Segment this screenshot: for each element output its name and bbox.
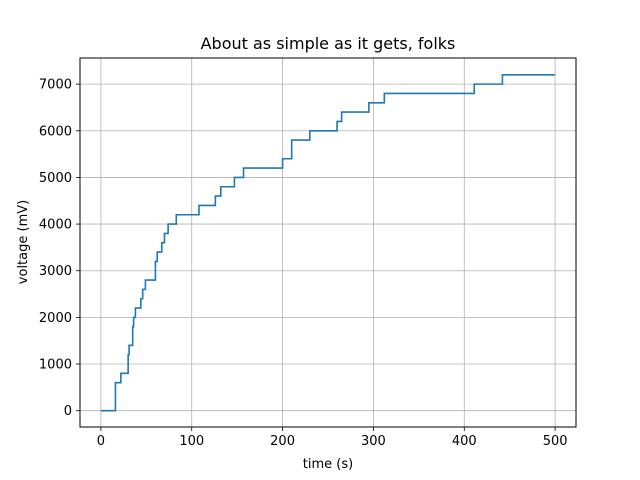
y-axis-label: voltage (mV) [16,200,31,284]
x-tick-label: 100 [179,434,204,449]
x-tick-label: 0 [97,434,105,449]
y-tick-label: 5000 [39,171,72,186]
plot-area-frame [79,57,577,428]
series-layer [100,73,556,412]
x-tick-label: 500 [543,434,568,449]
y-tick-label: 2000 [39,311,72,326]
x-tick-label: 400 [452,434,477,449]
y-tick-label: 7000 [39,78,72,93]
y-tick-label: 1000 [39,358,72,373]
x-tick-label: 200 [270,434,295,449]
y-tick-label: 0 [64,404,72,419]
x-tick-label: 300 [361,434,386,449]
series-line [100,73,556,412]
x-axis-label: time (s) [303,457,353,472]
axis-ticks: 0 100 200 300 400 500010002000300040005000600… [39,78,568,449]
y-tick-label: 4000 [39,218,72,233]
y-tick-label: 6000 [39,124,72,139]
chart-title: About as simple as it gets, folks [201,34,456,53]
y-tick-label: 3000 [39,264,72,279]
